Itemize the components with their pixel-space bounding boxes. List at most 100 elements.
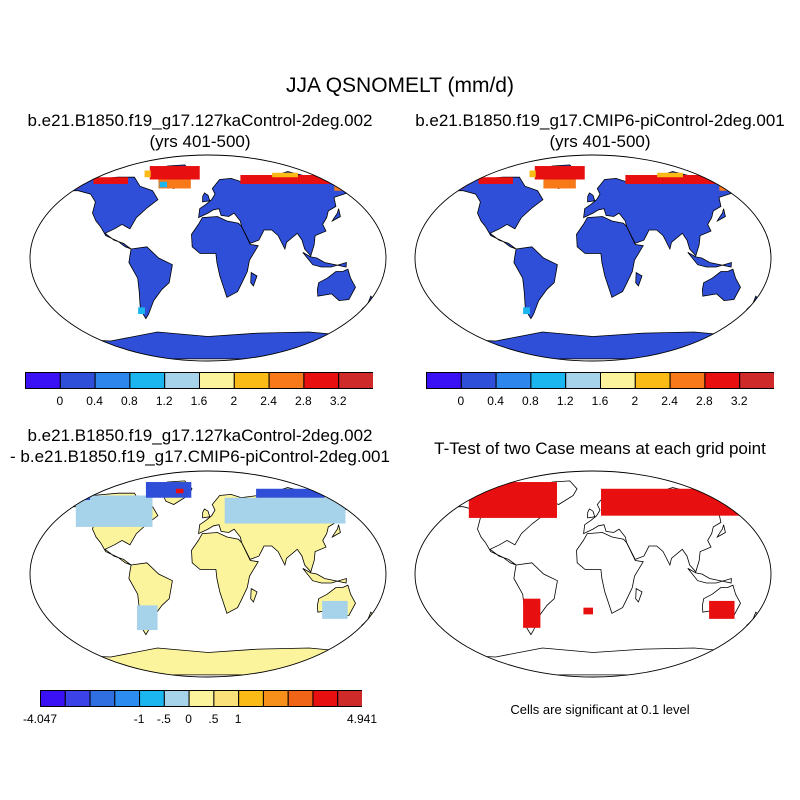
panel-title-case2-line1: b.e21.B1850.f19_g17.CMIP6-piControl-2deg…	[415, 111, 785, 130]
diff-light-cell	[136, 605, 158, 631]
continent-japan	[331, 208, 341, 223]
map-content	[59, 164, 376, 360]
colorbar-label: -.5	[156, 712, 171, 726]
colorbar-case1: 0 0.4 0.8 1.2 1.6 2 2.4 2.8 3.2	[25, 372, 373, 412]
colorbar-box	[268, 372, 305, 389]
continent-madagascar	[635, 587, 643, 603]
panel-title-ttest: T-Test of two Case means at each grid po…	[400, 438, 800, 459]
colorbar-label: .5	[208, 712, 219, 726]
colorbar-box	[303, 372, 340, 389]
colorbar-label: 4.941	[346, 712, 378, 726]
continent-ukRegion	[202, 192, 211, 203]
snowmelt-mid-cell	[719, 183, 749, 191]
snowmelt-high-cell	[534, 166, 585, 180]
map-content	[444, 480, 761, 676]
continent-southAmerica	[128, 562, 173, 636]
continent-australia	[316, 268, 356, 302]
snowmelt-high-cell	[625, 175, 745, 184]
panel-title-case2: b.e21.B1850.f19_g17.CMIP6-piControl-2deg…	[400, 110, 800, 152]
snowmelt-low-cell	[138, 307, 145, 315]
continent-antarctica	[444, 331, 743, 360]
colorbar-box	[337, 690, 362, 707]
map-case2	[414, 154, 772, 362]
continent-antarctica	[59, 331, 358, 360]
panel-title-case1: b.e21.B1850.f19_g17.127kaControl-2deg.00…	[0, 110, 400, 152]
colorbar-label: 2.4	[661, 394, 678, 408]
colorbar-box	[460, 372, 497, 389]
snowmelt-low-cell	[159, 181, 168, 188]
continent-southAmerica	[513, 562, 558, 636]
colorbar-box	[233, 372, 270, 389]
colorbar-label: 3.2	[329, 394, 347, 408]
continent-eurasia	[583, 171, 744, 257]
continent-ukRegion	[587, 508, 596, 519]
colorbar-label: 0	[457, 394, 465, 408]
continent-antarctica	[444, 647, 743, 676]
continent-madagascar	[250, 587, 258, 603]
continent-ukRegion	[202, 508, 211, 519]
panel-title-diff: b.e21.B1850.f19_g17.127kaControl-2deg.00…	[0, 425, 400, 467]
colorbar-label: 2.4	[260, 394, 277, 408]
map-diff	[29, 470, 387, 678]
colorbar-case2: 0 0.4 0.8 1.2 1.6 2 2.4 2.8 3.2	[426, 372, 774, 412]
continent-antarctica	[59, 647, 358, 676]
colorbar-box	[426, 372, 462, 389]
colorbar-label: 2	[230, 394, 238, 408]
colorbar-label: 1.6	[190, 394, 208, 408]
colorbar-box	[312, 690, 339, 707]
colorbar-label: 0	[56, 394, 64, 408]
continent-japan	[716, 208, 726, 223]
colorbar-label: 2.8	[295, 394, 312, 408]
continent-indonesia	[687, 252, 732, 268]
colorbar-box	[287, 690, 314, 707]
colorbar-boxes	[25, 372, 373, 389]
colorbar-label: 1	[234, 712, 242, 726]
map-border	[414, 470, 772, 678]
continent-africa	[191, 532, 259, 614]
significant-cell	[709, 600, 735, 619]
colorbar-box	[40, 690, 66, 707]
snowmelt-high-cell	[240, 175, 360, 184]
colorbar-box	[25, 372, 61, 389]
colorbar-diff: -4.047 -1 -.5 0 .5 1 4.941	[23, 690, 377, 730]
colorbar-box	[565, 372, 601, 389]
snowmelt-high-cell	[478, 177, 513, 184]
significant-cell	[601, 488, 754, 516]
diff-negative-cell	[145, 482, 192, 498]
colorbar-box	[64, 690, 91, 707]
colorbar-box	[238, 690, 264, 707]
continent-africa	[191, 216, 259, 298]
diff-positive-cell	[175, 488, 184, 494]
continent-southAmerica	[513, 246, 558, 320]
continent-indonesia	[302, 252, 347, 268]
panel-title-diff-line2: - b.e21.B1850.f19_g17.CMIP6-piControl-2d…	[10, 447, 390, 466]
continent-eurasia	[198, 171, 359, 257]
diff-negative-cell	[73, 493, 91, 500]
colorbar-label: 0.8	[522, 394, 539, 408]
colorbar-label: -4.047	[22, 712, 58, 726]
continent-ukRegion	[587, 192, 596, 203]
map-border	[29, 470, 387, 678]
snowmelt-yellow-cell	[529, 170, 536, 178]
panel-title-case2-line2: (yrs 401-500)	[549, 132, 651, 151]
significant-cell	[523, 598, 541, 628]
continent-japan	[331, 524, 341, 539]
snowmelt-high-cell	[93, 177, 128, 184]
colorbar-box	[114, 690, 141, 707]
diff-light-cell	[322, 600, 348, 619]
continent-australia	[701, 584, 741, 618]
map-border	[29, 154, 387, 362]
diff-light-cell	[75, 495, 153, 527]
colorbar-box	[163, 690, 190, 707]
colorbar-box	[338, 372, 373, 389]
map-border	[414, 154, 772, 362]
colorbar-label: 1.2	[155, 394, 173, 408]
colorbar-box	[669, 372, 706, 389]
snowmelt-mid-cell	[158, 179, 191, 189]
colorbar-label: 0.4	[487, 394, 504, 408]
colorbar-label: -1	[133, 712, 145, 726]
continent-africa	[576, 532, 644, 614]
colorbar-boxes	[426, 372, 774, 389]
colorbar-label: 0.4	[86, 394, 103, 408]
diff-light-cell	[224, 497, 346, 524]
